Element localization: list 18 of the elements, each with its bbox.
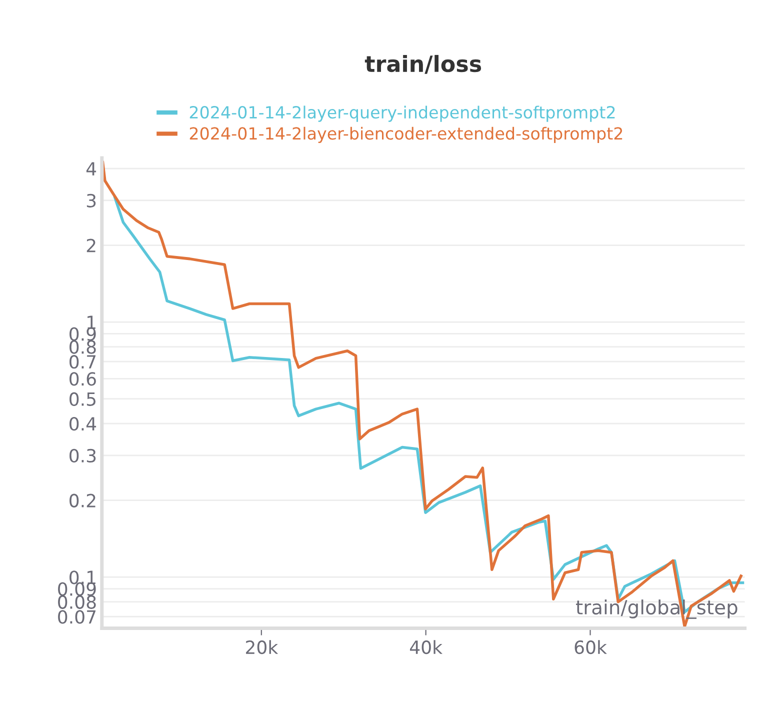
x-tick-label: 40k	[410, 640, 442, 654]
y-tick-label: 0.2	[70, 494, 96, 508]
y-tick-label: 0.7	[70, 355, 96, 369]
y-tick-label: 0.8	[70, 340, 96, 354]
legend-label: 2024-01-14-2layer-biencoder-extended-softprompt2	[190, 126, 622, 143]
x-tick-label: 20k	[246, 640, 278, 654]
x-tick-label: 60k	[574, 640, 607, 654]
y-tick-label: 0.6	[70, 372, 96, 386]
y-tick-label: 2	[86, 238, 96, 252]
y-tick-label: 3	[86, 194, 96, 208]
y-tick-label: 0.4	[70, 417, 96, 431]
y-tick-label: 0.07	[58, 610, 96, 624]
y-tick-label: 0.3	[70, 448, 96, 463]
chart-title: train/loss	[364, 54, 482, 74]
y-tick-label: 0.08	[58, 595, 96, 609]
legend-label: 2024-01-14-2layer-query-independent-softprompt2	[190, 106, 615, 122]
y-tick-label: 0.5	[70, 392, 96, 406]
y-tick-label: 4	[86, 162, 96, 176]
